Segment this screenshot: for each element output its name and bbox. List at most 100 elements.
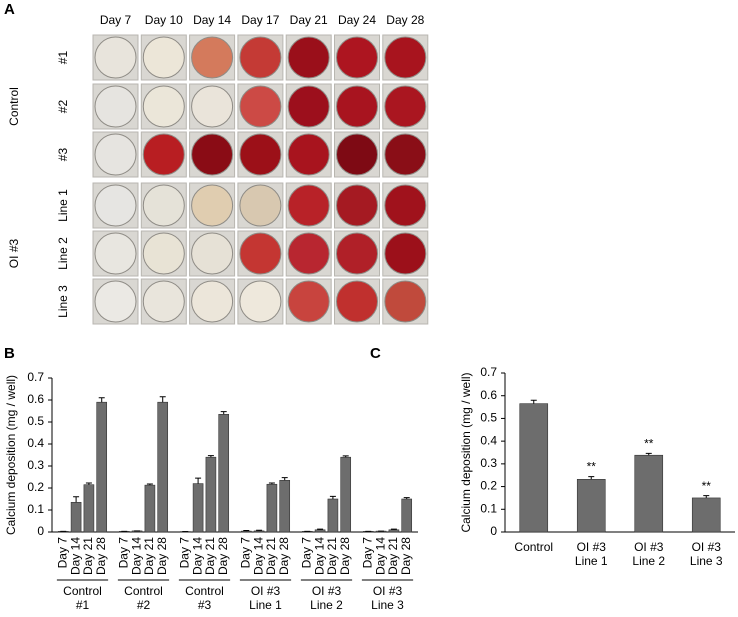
y-tick-label: 0.5: [480, 411, 497, 425]
well: [288, 185, 329, 226]
significance-label: **: [644, 437, 654, 451]
y-axis-label: Calcium deposition (mg / well): [4, 375, 18, 535]
well: [143, 37, 184, 78]
y-tick-label: 0.7: [480, 365, 497, 379]
well: [337, 134, 378, 175]
category-label: Line 3: [690, 554, 723, 568]
well: [337, 37, 378, 78]
bar: [520, 404, 548, 532]
error-bar: [531, 400, 537, 403]
bar: [328, 499, 338, 532]
row-label: Line 2: [56, 237, 70, 270]
well: [385, 233, 426, 274]
column-label: Day 7: [100, 13, 132, 27]
category-label: Control: [185, 584, 224, 598]
group-label: OI #3: [7, 239, 21, 269]
well: [385, 185, 426, 226]
well: [337, 233, 378, 274]
panel-label: C: [370, 345, 381, 362]
category-label: OI #3: [634, 540, 664, 554]
column-label: Day 10: [145, 13, 183, 27]
well: [95, 185, 136, 226]
bar: [206, 457, 216, 532]
bar: [315, 530, 325, 532]
well: [95, 233, 136, 274]
column-label: Day 14: [193, 13, 231, 27]
panel-label: A: [4, 1, 15, 18]
y-tick-label: 0.7: [27, 370, 44, 384]
y-tick-label: 0: [490, 524, 497, 538]
y-tick-label: 0.3: [27, 458, 44, 472]
category-label: OI #3: [692, 540, 722, 554]
bar: [341, 457, 351, 532]
category-label: Line 2: [310, 598, 343, 612]
error-bar: [221, 412, 227, 415]
category-label: OI #3: [251, 584, 281, 598]
significance-label: **: [702, 479, 712, 493]
y-tick-label: 0.6: [480, 388, 497, 402]
well: [143, 86, 184, 127]
y-tick-label: 0: [37, 524, 44, 538]
row-label: #3: [56, 148, 70, 162]
bar: [692, 498, 720, 532]
x-tick-label: Day 28: [399, 537, 413, 575]
y-tick-label: 0.2: [480, 479, 497, 493]
x-tick-label: Day 28: [216, 537, 230, 575]
category-label: OI #3: [373, 584, 403, 598]
y-tick-label: 0.5: [27, 414, 44, 428]
error-bar: [99, 398, 105, 402]
well: [240, 233, 281, 274]
category-label: Line 1: [575, 554, 608, 568]
error-bar: [588, 477, 594, 480]
category-label: Line 1: [249, 598, 282, 612]
bar: [389, 530, 399, 532]
x-tick-label: Day 28: [94, 537, 108, 575]
panel-label: B: [4, 345, 15, 362]
category-label: #1: [76, 598, 90, 612]
well: [288, 281, 329, 322]
bar: [577, 479, 605, 532]
error-bar: [703, 496, 709, 498]
bar: [145, 485, 155, 532]
well: [192, 233, 233, 274]
category-label: OI #3: [312, 584, 342, 598]
error-bar: [160, 397, 166, 403]
well: [95, 86, 136, 127]
well: [288, 86, 329, 127]
well: [192, 185, 233, 226]
group-label: Control: [7, 87, 21, 126]
well: [288, 233, 329, 274]
well: [240, 281, 281, 322]
y-tick-label: 0.3: [480, 456, 497, 470]
x-tick-label: Day 28: [338, 537, 352, 575]
well: [143, 281, 184, 322]
well: [385, 134, 426, 175]
x-tick-label: Day 28: [155, 537, 169, 575]
category-label: Line 2: [632, 554, 665, 568]
bar: [635, 455, 663, 532]
column-label: Day 17: [241, 13, 279, 27]
category-label: Control: [514, 540, 553, 554]
well: [288, 134, 329, 175]
well: [192, 134, 233, 175]
category-label: OI #3: [577, 540, 607, 554]
well: [337, 185, 378, 226]
well: [143, 134, 184, 175]
well: [240, 134, 281, 175]
error-bar: [73, 497, 79, 503]
bar: [71, 502, 81, 532]
y-tick-label: 0.4: [480, 433, 497, 447]
error-bar: [282, 478, 288, 481]
bar: [254, 531, 264, 532]
well: [143, 185, 184, 226]
well: [192, 86, 233, 127]
category-label: #2: [137, 598, 151, 612]
well: [385, 86, 426, 127]
column-label: Day 28: [386, 13, 424, 27]
category-label: #3: [198, 598, 212, 612]
category-label: Control: [63, 584, 102, 598]
category-label: Control: [124, 584, 163, 598]
well: [192, 37, 233, 78]
y-tick-label: 0.6: [27, 392, 44, 406]
